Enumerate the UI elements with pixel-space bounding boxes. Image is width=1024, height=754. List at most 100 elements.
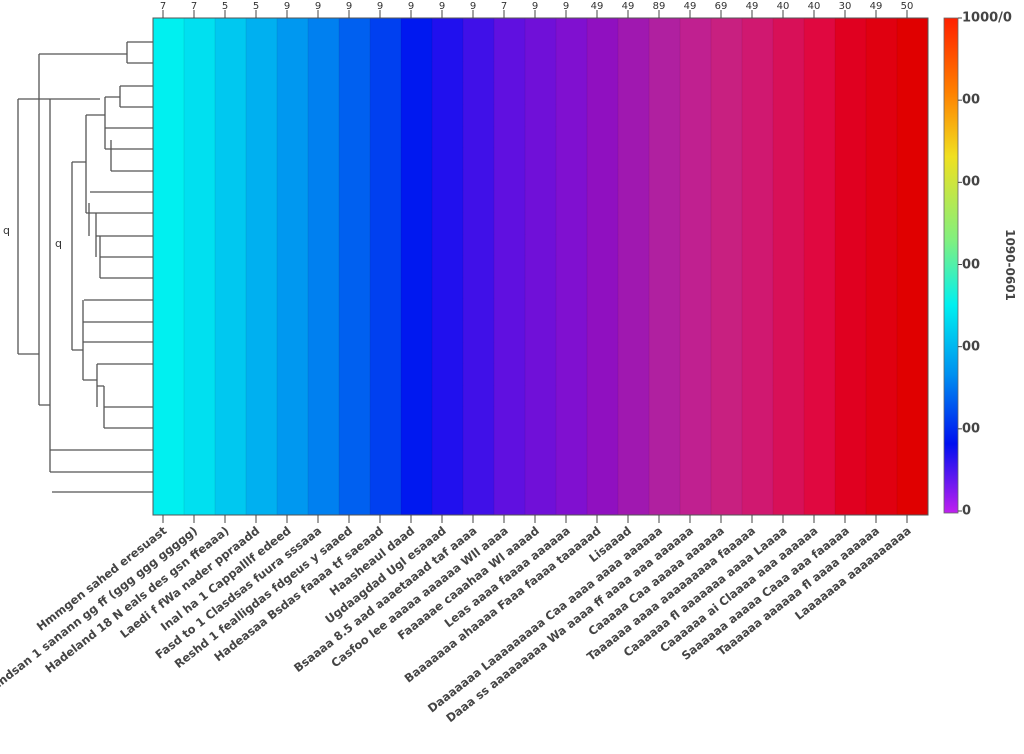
heatmap-cell xyxy=(246,18,278,41)
heatmap-cell xyxy=(649,298,681,322)
heatmap-cell xyxy=(494,493,526,516)
heatmap-cell xyxy=(153,406,185,430)
top-tick-label: 5 xyxy=(221,1,229,12)
heatmap-cell xyxy=(184,104,216,127)
heatmap-cell xyxy=(184,298,216,322)
heatmap-cell xyxy=(246,342,278,365)
heatmap-cell xyxy=(618,255,650,278)
heatmap-cell xyxy=(277,342,309,365)
heatmap-cell xyxy=(680,234,712,257)
heatmap-cell xyxy=(308,255,340,278)
heatmap-cell xyxy=(525,61,557,84)
heatmap-cell xyxy=(742,277,774,300)
heatmap-cell xyxy=(680,212,712,235)
colorbar-tick-label: 0 xyxy=(962,503,972,519)
heatmap-cell xyxy=(680,277,712,300)
heatmap-cell xyxy=(370,212,402,235)
heatmap-cell xyxy=(432,104,464,127)
heatmap-cell xyxy=(866,385,898,408)
heatmap-cell xyxy=(339,212,371,235)
heatmap-cell xyxy=(525,39,557,62)
heatmap-border xyxy=(152,17,929,516)
heatmap-cell xyxy=(525,471,557,494)
heatmap-cell xyxy=(804,428,836,451)
top-tick-label: 7 xyxy=(500,1,508,12)
heatmap-cell xyxy=(587,471,619,494)
heatmap-cell xyxy=(432,147,464,170)
heatmap-cell xyxy=(866,39,898,62)
heatmap-cell xyxy=(246,234,278,257)
heatmap-cell xyxy=(649,190,681,213)
heatmap-cell xyxy=(835,450,867,473)
colorbar-tick-label: 00 xyxy=(962,92,981,108)
heatmap-cell xyxy=(432,450,464,473)
heatmap-cell xyxy=(246,320,278,343)
heatmap-cell xyxy=(401,342,433,365)
heatmap-cell xyxy=(339,320,371,343)
heatmap-cell xyxy=(215,39,247,62)
heatmap-cell xyxy=(649,493,681,516)
heatmap-cell xyxy=(711,39,743,62)
heatmap-cell xyxy=(246,212,278,235)
heatmap-cell xyxy=(835,147,867,170)
heatmap-cell xyxy=(866,342,898,365)
heatmap-cell xyxy=(401,277,433,300)
heatmap-cell xyxy=(525,190,557,213)
heatmap-cell xyxy=(339,298,371,322)
heatmap-cell xyxy=(401,428,433,451)
heatmap-cell xyxy=(773,363,805,386)
heatmap-cell xyxy=(556,190,588,213)
heatmap-cell xyxy=(277,428,309,451)
heatmap-cell xyxy=(773,277,805,300)
heatmap-cell xyxy=(184,126,216,149)
heatmap-cell xyxy=(587,406,619,430)
heatmap-cell xyxy=(587,493,619,516)
heatmap-cell xyxy=(742,39,774,62)
heatmap-cell xyxy=(339,190,371,213)
heatmap-cell xyxy=(339,363,371,386)
heatmap-cell xyxy=(587,82,619,105)
heatmap-cell xyxy=(587,39,619,62)
heatmap-cell xyxy=(587,147,619,170)
heatmap-cell xyxy=(432,342,464,365)
heatmap-cell xyxy=(370,234,402,257)
heatmap-cell xyxy=(277,18,309,41)
heatmap-cell xyxy=(463,61,495,84)
heatmap-cell xyxy=(215,82,247,105)
heatmap-cell xyxy=(308,212,340,235)
heatmap-cell xyxy=(184,190,216,213)
heatmap-cell xyxy=(308,363,340,386)
heatmap-cell xyxy=(308,450,340,473)
heatmap-cell xyxy=(680,169,712,192)
heatmap-cell xyxy=(246,255,278,278)
heatmap-cell xyxy=(742,255,774,278)
heatmap-cell xyxy=(153,363,185,386)
heatmap-cell xyxy=(463,342,495,365)
heatmap-cell xyxy=(153,277,185,300)
heatmap-cell xyxy=(618,342,650,365)
heatmap-cell xyxy=(153,385,185,408)
heatmap-cell xyxy=(370,320,402,343)
top-tick-label: 9 xyxy=(376,1,384,12)
heatmap-cell xyxy=(680,493,712,516)
heatmap-cell xyxy=(401,147,433,170)
heatmap-cell xyxy=(835,234,867,257)
heatmap-cell xyxy=(866,471,898,494)
heatmap-cell xyxy=(184,212,216,235)
heatmap-cell xyxy=(184,147,216,170)
heatmap-cell xyxy=(525,255,557,278)
heatmap-cell xyxy=(680,363,712,386)
heatmap-cell xyxy=(587,18,619,41)
heatmap-cell xyxy=(153,450,185,473)
heatmap-cell xyxy=(401,255,433,278)
heatmap-cell xyxy=(618,61,650,84)
colorbar-tick-label: 1000/0 xyxy=(962,10,1012,26)
heatmap-cell xyxy=(432,493,464,516)
heatmap-cell xyxy=(711,363,743,386)
heatmap-cell xyxy=(804,493,836,516)
heatmap-cell xyxy=(494,428,526,451)
heatmap-cell xyxy=(184,61,216,84)
heatmap-cell xyxy=(773,18,805,41)
heatmap-cell xyxy=(215,190,247,213)
heatmap-cell xyxy=(649,385,681,408)
